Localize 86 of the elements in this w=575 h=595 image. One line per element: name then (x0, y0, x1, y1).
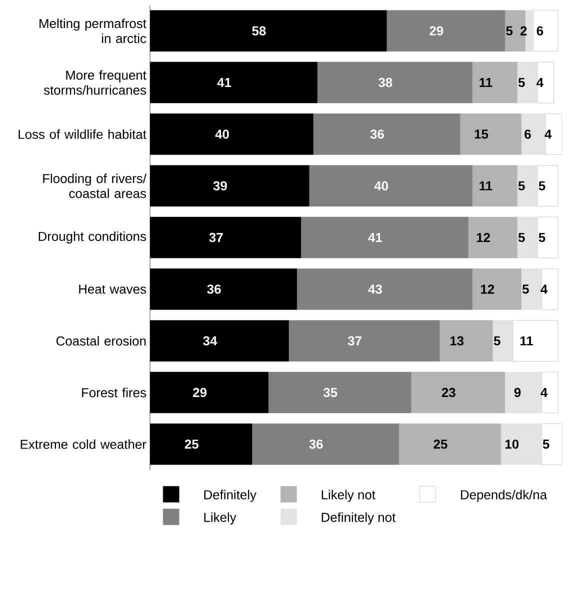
bar (521, 114, 546, 155)
data-label: 25 (184, 440, 198, 449)
bar (410, 372, 506, 414)
bar (313, 114, 460, 155)
data-label: 36 (309, 440, 323, 449)
data-label: 43 (368, 284, 382, 294)
data-label: 13 (450, 336, 464, 346)
data-label: 5 (494, 336, 500, 346)
data-label: 12 (476, 232, 490, 242)
data-label: 15 (474, 130, 488, 139)
data-label: 36 (370, 130, 384, 139)
data-label: 37 (209, 232, 223, 242)
data-label: 12 (480, 284, 494, 294)
data-label: 41 (368, 233, 382, 242)
data-label: 10 (505, 440, 519, 449)
bar (472, 62, 518, 104)
bar (516, 216, 538, 258)
data-label: 5 (538, 181, 546, 190)
data-label: 25 (434, 440, 448, 449)
bar (516, 165, 538, 206)
bar (398, 424, 501, 465)
bar (504, 10, 526, 52)
data-label: 9 (514, 388, 521, 398)
data-label: 11 (480, 78, 492, 87)
data-label: 11 (480, 181, 492, 190)
bar (468, 216, 518, 258)
legend-label: Definitely (204, 490, 256, 502)
data-label: 39 (213, 181, 227, 190)
y-tick-label: Drought conditions (38, 231, 146, 244)
bar (521, 268, 542, 310)
data-label: 4 (540, 388, 548, 397)
bar (268, 372, 412, 414)
bar (492, 320, 514, 362)
y-tick-label: Extreme cold weather (20, 439, 146, 449)
data-label: 41 (217, 78, 232, 87)
y-tick-label: More frequent storms/hurricanes (44, 70, 146, 95)
data-label: 2 (520, 26, 527, 36)
data-label: 29 (430, 26, 444, 36)
data-label: 58 (252, 26, 266, 36)
data-label: 29 (193, 388, 207, 398)
data-label: 5 (506, 26, 513, 36)
bar (472, 165, 518, 206)
data-label: 5 (518, 78, 525, 88)
data-label: 4 (540, 284, 548, 294)
data-label: 4 (544, 130, 552, 139)
bar (308, 165, 472, 206)
data-label: 34 (203, 336, 218, 346)
data-label: 5 (518, 181, 525, 190)
bar (460, 114, 522, 155)
data-label: 11 (520, 336, 533, 346)
bar (500, 424, 542, 465)
data-label: 5 (538, 232, 546, 242)
data-label: 6 (524, 130, 531, 139)
data-label: 5 (518, 232, 525, 242)
data-label: 5 (542, 440, 550, 449)
bar (296, 268, 472, 310)
data-label: 36 (207, 284, 221, 294)
y-tick-label: Heat waves (79, 284, 146, 294)
bar (300, 216, 468, 258)
data-label: 37 (348, 336, 362, 346)
data-label: 4 (536, 78, 544, 87)
data-label: 23 (442, 388, 456, 398)
bar (252, 424, 399, 465)
data-label: 38 (378, 78, 392, 88)
legend-label: Definitely not (322, 512, 396, 525)
legend-label: Depends/dk/na (461, 490, 548, 502)
data-label: 40 (374, 181, 388, 190)
data-label: 35 (323, 388, 338, 398)
y-tick-label: Melting permafrost in arctic (40, 18, 146, 44)
bar (439, 320, 493, 362)
legend-label: Likely (204, 512, 236, 525)
bar (288, 320, 440, 362)
bar (472, 268, 522, 310)
bar (504, 372, 542, 414)
y-tick-label: Coastal erosion (56, 336, 146, 346)
y-tick-label: Forest fires (82, 388, 146, 398)
data-label: 5 (522, 284, 529, 294)
data-label: 6 (536, 26, 544, 36)
y-tick-label: Loss of wildlife habitat (18, 129, 146, 139)
bar (386, 10, 506, 52)
bar (525, 10, 534, 52)
bar (516, 62, 538, 104)
data-label: 40 (215, 130, 229, 139)
bar (317, 62, 472, 104)
legend-label: Likely not (322, 490, 376, 502)
y-tick-label: Flooding of rivers/ coastal areas (43, 174, 146, 198)
